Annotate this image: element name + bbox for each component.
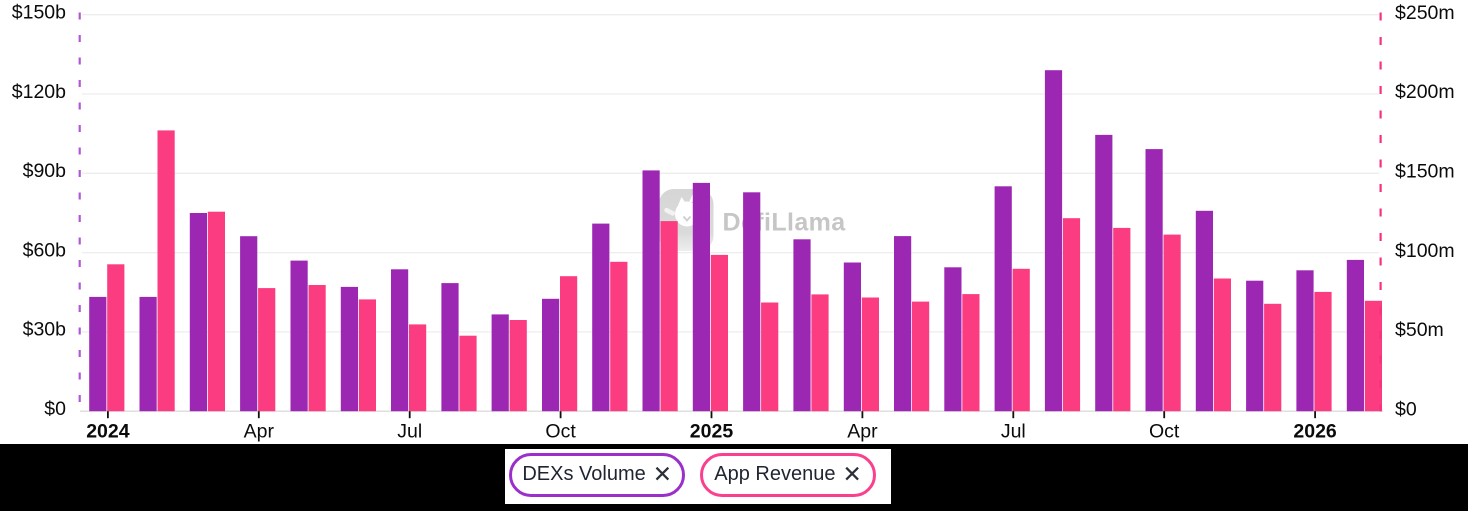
svg-text:$0: $0 bbox=[44, 398, 66, 420]
svg-text:DefiLlama: DefiLlama bbox=[723, 209, 847, 237]
svg-text:Jul: Jul bbox=[1001, 420, 1026, 442]
svg-text:$250m: $250m bbox=[1395, 2, 1455, 24]
svg-text:Oct: Oct bbox=[545, 420, 576, 442]
svg-text:2026: 2026 bbox=[1293, 420, 1337, 442]
svg-text:$150m: $150m bbox=[1395, 161, 1455, 183]
svg-text:Apr: Apr bbox=[244, 420, 275, 442]
svg-text:Jul: Jul bbox=[397, 420, 422, 442]
svg-text:Oct: Oct bbox=[1149, 420, 1180, 442]
svg-text:2025: 2025 bbox=[690, 420, 734, 442]
svg-text:$90b: $90b bbox=[23, 160, 67, 182]
svg-text:$60b: $60b bbox=[23, 239, 67, 261]
svg-text:$0: $0 bbox=[1395, 398, 1417, 420]
svg-text:$120b: $120b bbox=[12, 81, 66, 103]
svg-text:$150b: $150b bbox=[12, 2, 66, 24]
svg-text:$200m: $200m bbox=[1395, 81, 1455, 103]
svg-text:2024: 2024 bbox=[86, 420, 130, 442]
svg-text:$30b: $30b bbox=[23, 319, 67, 341]
svg-text:$50m: $50m bbox=[1395, 319, 1444, 341]
svg-text:Apr: Apr bbox=[847, 420, 878, 442]
svg-text:$100m: $100m bbox=[1395, 240, 1455, 262]
